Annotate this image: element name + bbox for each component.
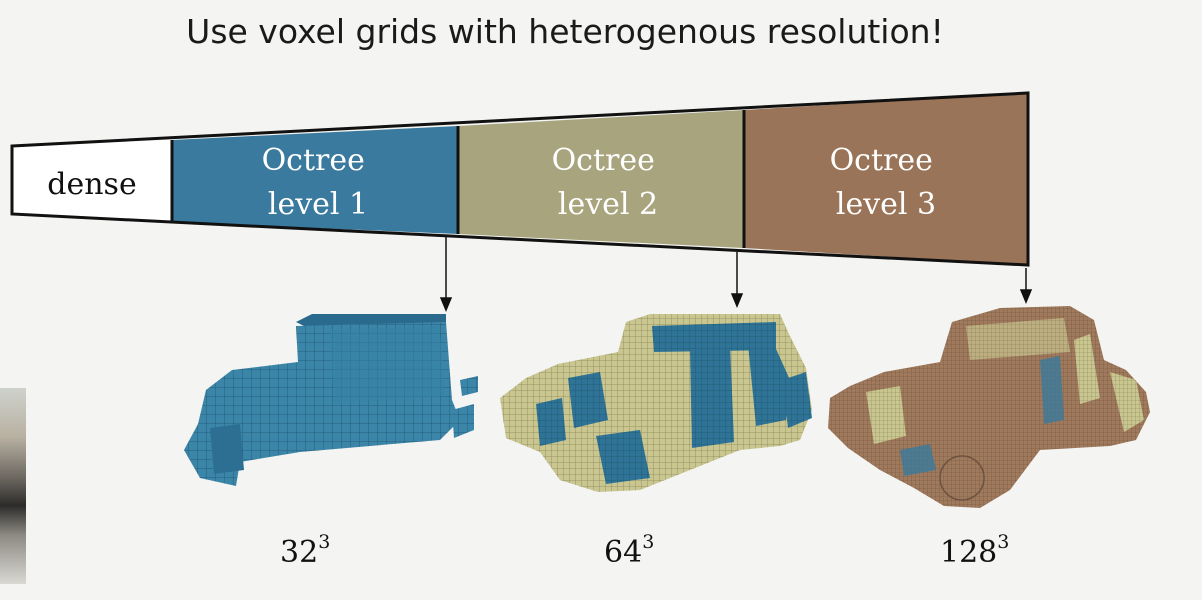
bar-segment-level2: [458, 110, 744, 248]
level-arrows: [439, 236, 1033, 312]
bar-label-dense: dense: [47, 167, 136, 202]
resolution-bar: dense Octree level 1 Octree level 2 Octr…: [10, 91, 1030, 267]
arrow-level2-head: [730, 293, 744, 308]
arrow-level1-head: [439, 297, 453, 312]
slide-title: Use voxel grids with heterogenous resolu…: [186, 12, 944, 51]
resolution-label-32: 323: [280, 531, 330, 570]
bar-segment-level1: [172, 126, 458, 234]
voxel-car-128: [828, 306, 1150, 508]
voxel-car-32: [184, 314, 478, 486]
arrow-level3-head: [1019, 289, 1033, 304]
bar-label-level1: Octree level 1: [262, 143, 375, 222]
bar-label-level2: Octree level 2: [552, 143, 665, 222]
resolution-label-64: 643: [604, 531, 654, 570]
bar-label-level3: Octree level 3: [830, 143, 943, 222]
resolution-label-128: 1283: [940, 531, 1009, 570]
bar-outline: [10, 91, 1030, 267]
bar-segment-level3: [744, 93, 1028, 265]
voxel-car-64: [500, 314, 812, 492]
bar-segment-dense: [12, 140, 172, 222]
webcam-thumbnail: [0, 388, 26, 584]
